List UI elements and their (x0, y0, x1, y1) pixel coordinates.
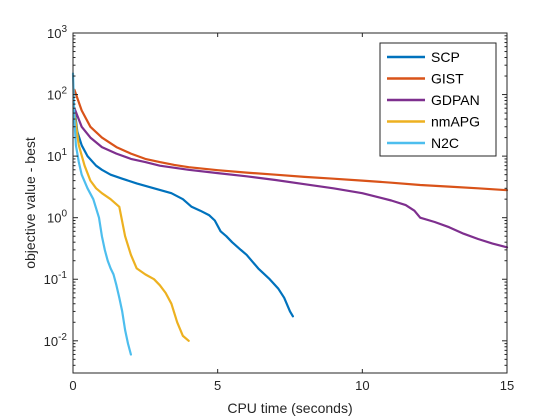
series-line-scp (73, 107, 294, 318)
axes-box (72, 32, 508, 374)
legend-label-gist: GIST (431, 71, 464, 87)
x-tick-label: 15 (500, 378, 514, 393)
legend-label-gdpan: GDPAN (431, 92, 480, 108)
series-line-gist (73, 88, 509, 192)
y-tick-label: 10-1 (44, 270, 68, 287)
series-line-n2c (71, 72, 132, 356)
series-line-nmapg (73, 111, 190, 342)
x-axis-title: CPU time (seconds) (227, 400, 352, 416)
legend: SCP GIST GDPAN nmAPG N2C (379, 42, 497, 157)
legend-label-nmapg: nmAPG (431, 114, 480, 130)
y-axis-title: objective value - best (22, 137, 38, 269)
y-tick-label: 100 (47, 209, 67, 226)
y-tick-label: 10-2 (44, 332, 68, 349)
y-tick-label: 101 (47, 147, 67, 164)
x-tick-label: 0 (69, 378, 76, 393)
legend-label-n2c: N2C (431, 135, 459, 151)
y-tick-label: 103 (47, 24, 67, 41)
legend-label-scp: SCP (431, 49, 460, 65)
series-line-gdpan (73, 107, 509, 249)
x-tick-label: 5 (214, 378, 221, 393)
x-tick-label: 10 (355, 378, 369, 393)
y-tick-label: 102 (47, 86, 67, 103)
axes-layer: 0 5 10 15 10-2 10-1 100 101 102 103 (44, 24, 515, 393)
series-layer (71, 72, 509, 356)
